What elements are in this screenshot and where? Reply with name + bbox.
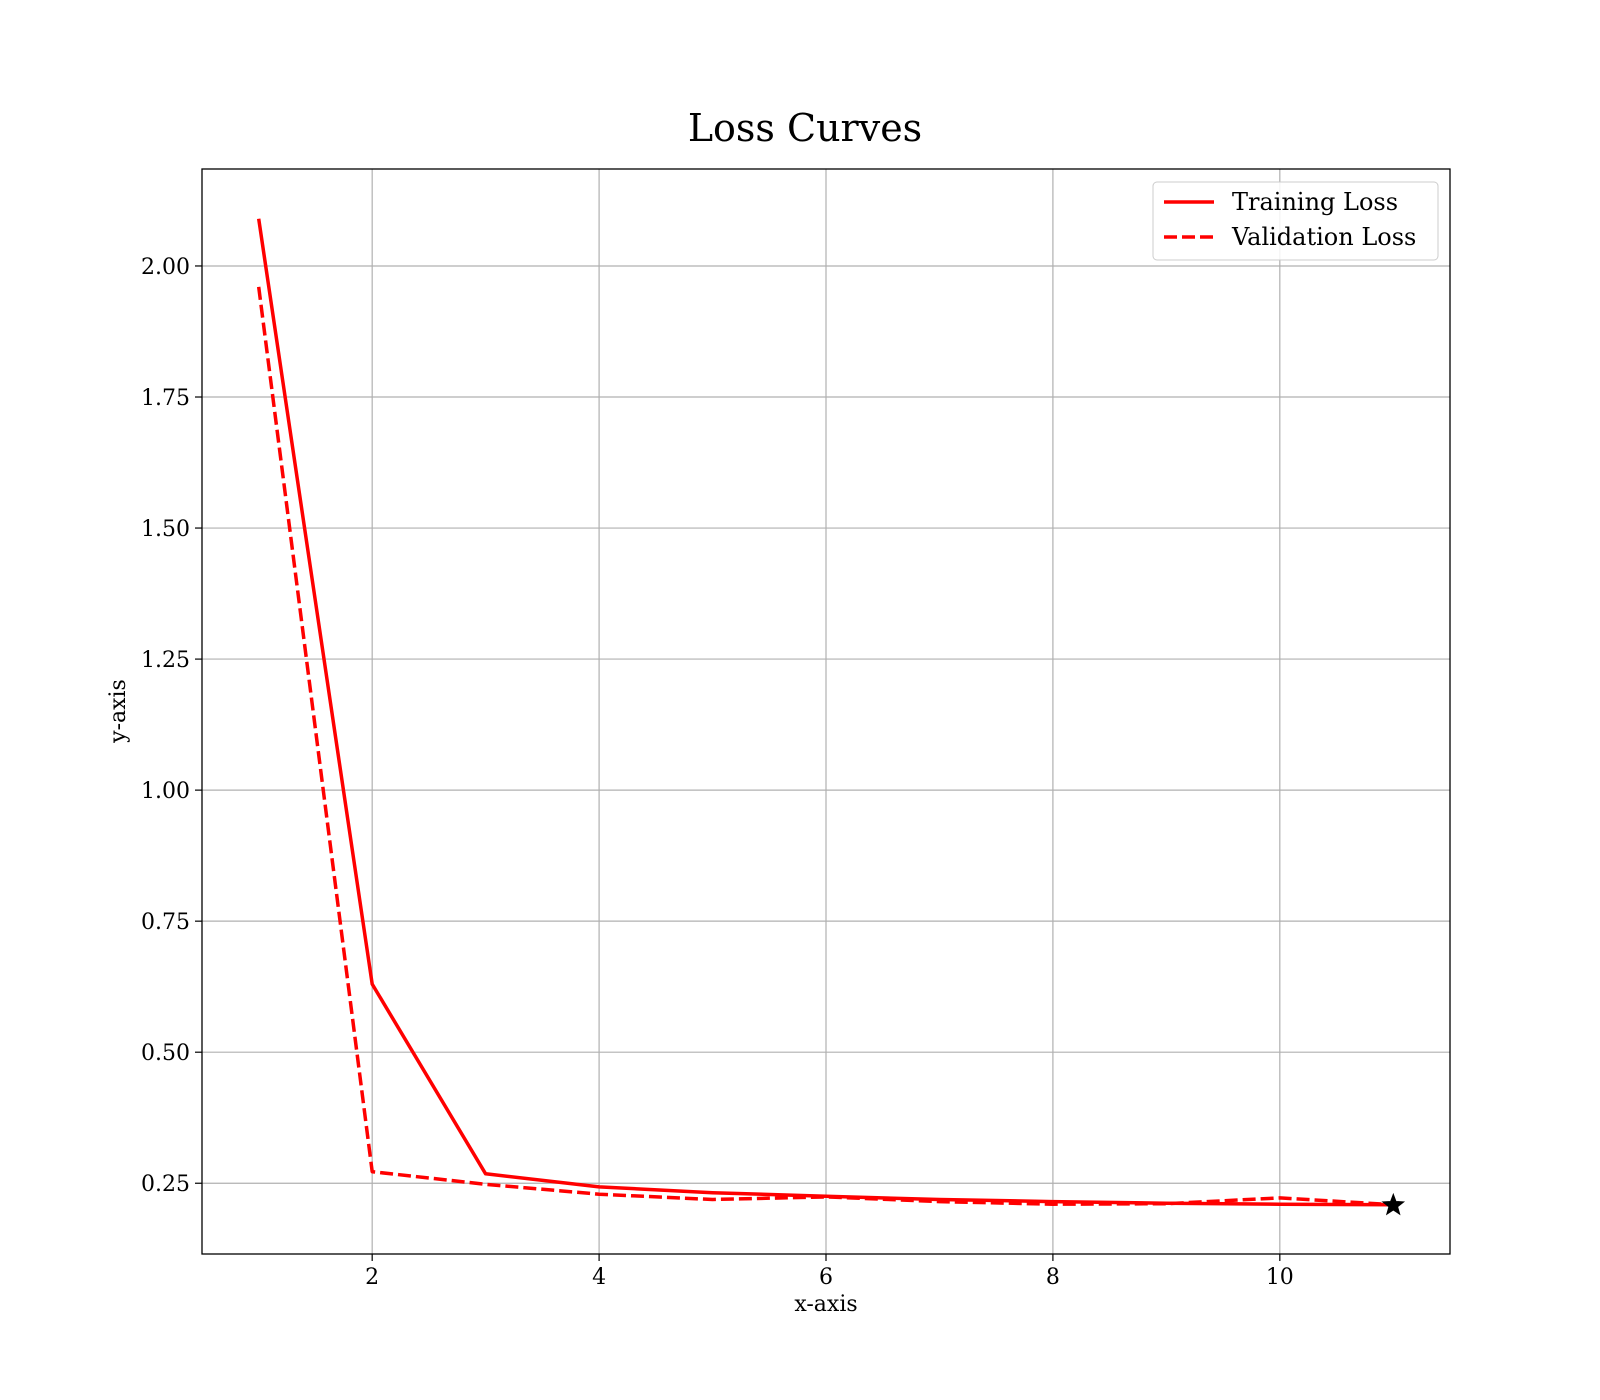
- y-axis-label: y-axis: [106, 679, 131, 744]
- y-tick-label: 0.75: [141, 910, 190, 935]
- x-tick-label: 10: [1266, 1265, 1294, 1290]
- y-tick-label: 2.00: [141, 255, 190, 280]
- y-tick-label: 0.50: [141, 1041, 190, 1066]
- legend-training-label: Training Loss: [1232, 188, 1398, 216]
- axis-ticks: 2 4 6 8 10 0.25 0.50 0.75 1.00 1.25 1.50 1.75 2.00: [141, 255, 1294, 1290]
- x-tick-label: 6: [819, 1265, 833, 1290]
- y-tick-label: 1.25: [141, 648, 190, 673]
- legend-box: [1152, 181, 1439, 261]
- training-loss-line: [256, 218, 1394, 1207]
- legend: Training Loss Validation Loss: [1152, 181, 1439, 261]
- x-tick-label: 2: [365, 1265, 379, 1290]
- legend-validation-label: Validation Loss: [1231, 223, 1416, 251]
- y-tick-label: 1.50: [141, 517, 190, 542]
- y-tick-label: 1.00: [141, 779, 190, 804]
- grid-lines: [202, 169, 1450, 1254]
- x-tick-label: 4: [592, 1265, 606, 1290]
- x-axis-label: x-axis: [794, 1292, 857, 1317]
- x-tick-label: 8: [1046, 1265, 1060, 1290]
- chart-title: Loss Curves: [688, 106, 922, 150]
- y-tick-label: 1.75: [141, 386, 190, 411]
- series-lines: [256, 218, 1394, 1207]
- markers: [1381, 1192, 1406, 1216]
- star-marker: [1381, 1192, 1406, 1216]
- y-tick-label: 0.25: [141, 1172, 190, 1197]
